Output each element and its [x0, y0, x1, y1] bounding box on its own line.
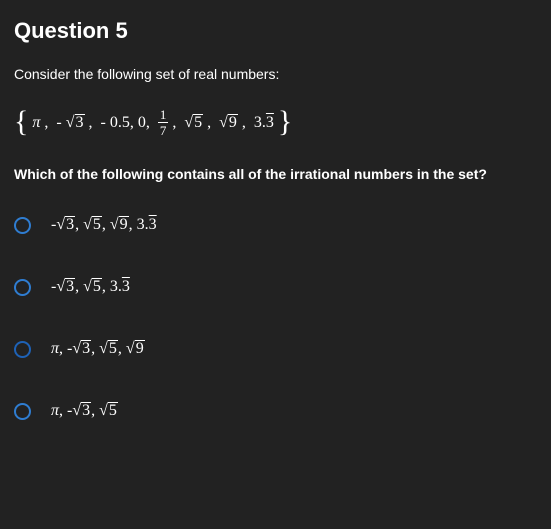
radio-icon[interactable]: [14, 217, 31, 234]
option-3[interactable]: π, -√3, √5, √9: [14, 340, 537, 358]
option-4[interactable]: π, -√3, √5: [14, 402, 537, 420]
option-4-label: π, -√3, √5: [51, 402, 118, 420]
option-3-label: π, -√3, √5, √9: [51, 340, 145, 358]
options-list: -√3, √5, √9, 3.3 -√3, √5, 3.3 π, -√3, √5…: [14, 216, 537, 420]
option-1-label: -√3, √5, √9, 3.3: [51, 216, 157, 234]
option-2-label: -√3, √5, 3.3: [51, 278, 130, 296]
option-1[interactable]: -√3, √5, √9, 3.3: [14, 216, 537, 234]
radio-icon[interactable]: [14, 403, 31, 420]
sub-question: Which of the following contains all of t…: [14, 166, 537, 182]
question-prompt: Consider the following set of real numbe…: [14, 66, 537, 82]
question-title: Question 5: [14, 18, 537, 44]
option-2[interactable]: -√3, √5, 3.3: [14, 278, 537, 296]
radio-icon[interactable]: [14, 279, 31, 296]
radio-icon[interactable]: [14, 341, 31, 358]
math-set: { π, -√3, - 0.5, 0, 17, √5, √9, 3.3 }: [14, 108, 537, 138]
